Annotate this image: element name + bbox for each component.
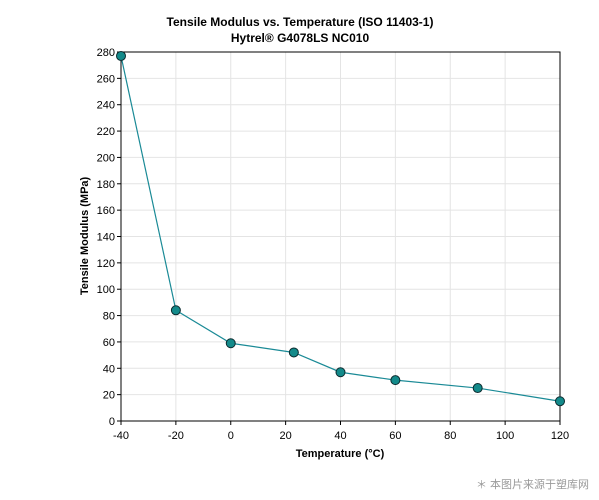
y-tick-label: 20 <box>103 390 115 402</box>
y-tick-label: 0 <box>109 416 115 428</box>
data-point <box>472 383 483 394</box>
axes <box>117 51 561 425</box>
y-tick-label: 100 <box>97 284 115 296</box>
y-tick-label: 260 <box>97 73 115 85</box>
data-point <box>288 347 299 358</box>
y-tick-label: 200 <box>97 152 115 164</box>
y-tick-label: 240 <box>97 100 115 112</box>
data-point <box>116 50 126 61</box>
x-tick-label: -20 <box>168 430 184 442</box>
y-tick-label: 120 <box>97 258 115 270</box>
watermark: ＊ 本图片来源于塑库网 <box>475 479 589 491</box>
y-axis-label: Tensile Modulus (MPa) <box>79 176 91 295</box>
y-tick-label: 40 <box>103 363 115 375</box>
data-point <box>335 367 346 378</box>
x-tick-label: 0 <box>228 430 234 442</box>
x-tick-label: 80 <box>444 430 456 442</box>
x-tick-label: 60 <box>389 430 401 442</box>
series-line <box>120 55 561 402</box>
data-point <box>555 396 565 407</box>
y-tick-label: 220 <box>97 126 115 138</box>
y-tick-label: 80 <box>103 311 115 323</box>
x-tick-label: 20 <box>280 430 292 442</box>
y-tick-label: 180 <box>97 179 115 191</box>
x-tick-label: 120 <box>551 430 569 442</box>
x-tick-labels: -40 -20 0 20 40 60 80 100 120 <box>113 430 569 442</box>
y-tick-label: 280 <box>97 47 115 59</box>
y-tick-label: 140 <box>97 232 115 244</box>
y-tick-label: 60 <box>103 337 115 349</box>
data-point <box>390 375 401 386</box>
chart-title: Tensile Modulus vs. Temperature (ISO 114… <box>167 15 434 29</box>
x-tick-label: 40 <box>334 430 346 442</box>
y-tick-label: 160 <box>97 205 115 217</box>
x-tick-label: 100 <box>496 430 514 442</box>
y-tick-labels: 0 20 40 60 80 100 120 140 160 180 200 220 240 260 280 <box>97 47 115 428</box>
data-point <box>170 305 181 316</box>
x-axis-label: Temperature (°C) <box>296 448 385 460</box>
x-tick-label: -40 <box>113 430 129 442</box>
grid-lines <box>120 51 561 422</box>
chart-subtitle: Hytrel® G4078LS NC010 <box>231 31 370 45</box>
data-point <box>225 338 236 349</box>
series-group <box>116 50 565 407</box>
